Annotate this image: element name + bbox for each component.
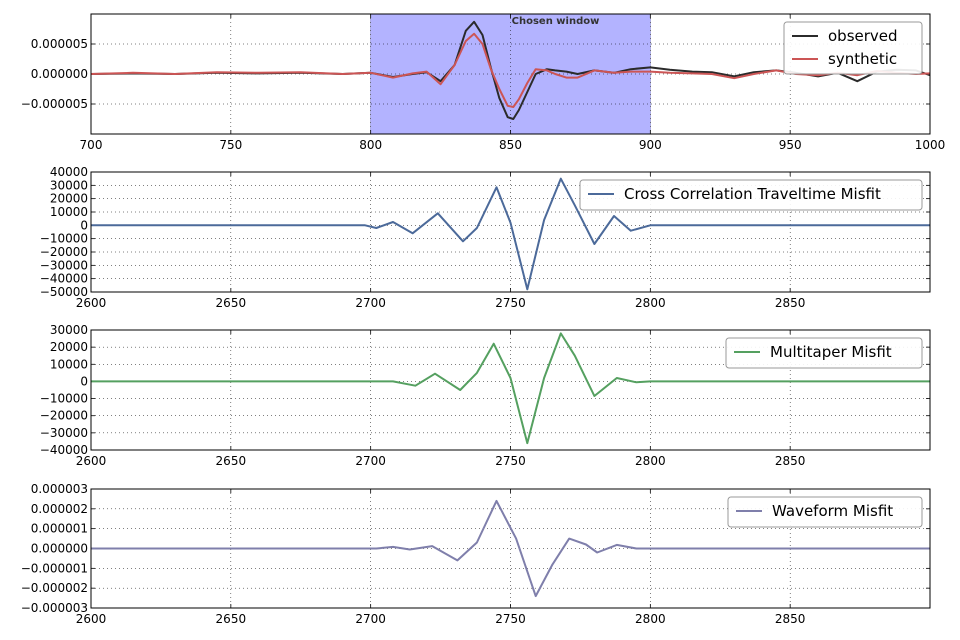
legend-label: observed xyxy=(828,27,898,45)
legend-label: Waveform Misfit xyxy=(772,502,893,520)
x-tick-label: 850 xyxy=(499,138,522,152)
y-tick-label: 0 xyxy=(80,374,88,388)
legend-box xyxy=(727,496,923,528)
x-tick-label: 2600 xyxy=(76,296,107,310)
y-tick-label: 30000 xyxy=(50,323,88,337)
axes-frame xyxy=(90,329,931,451)
x-tick-label: 2800 xyxy=(635,296,666,310)
x-tick-label: 2850 xyxy=(775,612,806,626)
y-tick-label: 20000 xyxy=(50,340,88,354)
series-line-1 xyxy=(91,332,930,445)
x-tick-label: 750 xyxy=(219,138,242,152)
y-tick-label: 0.000002 xyxy=(31,502,88,516)
x-tick-label: 2600 xyxy=(76,454,107,468)
axes-frame xyxy=(90,171,931,293)
x-tick-label: 2750 xyxy=(495,612,526,626)
y-tick-label: 0.000005 xyxy=(31,37,88,51)
y-tick-label: −30000 xyxy=(40,258,88,272)
y-tick-label: 40000 xyxy=(50,165,88,179)
x-tick-label: 2750 xyxy=(495,454,526,468)
x-tick-label: 2650 xyxy=(216,454,247,468)
x-tick-label: 2800 xyxy=(635,454,666,468)
y-tick-label: −40000 xyxy=(40,272,88,286)
x-tick-label: 2750 xyxy=(495,296,526,310)
legend-label: Multitaper Misfit xyxy=(770,343,892,361)
y-tick-label: 0.000003 xyxy=(31,482,88,496)
x-tick-label: 700 xyxy=(80,138,103,152)
x-tick-label: 2850 xyxy=(775,296,806,310)
x-tick-label: 900 xyxy=(639,138,662,152)
plot-panel-2: 2600 2650 2700 2750 2800 2850 −50000−40000−300… xyxy=(40,165,931,310)
series-line-1 xyxy=(91,177,930,291)
x-tick-label: 950 xyxy=(779,138,802,152)
y-tick-label: 10000 xyxy=(50,205,88,219)
x-tick-label: 2700 xyxy=(355,454,386,468)
legend-box xyxy=(725,337,923,369)
y-tick-label: −10000 xyxy=(40,392,88,406)
series-line-1 xyxy=(91,499,930,598)
x-tick-label: 2600 xyxy=(76,612,107,626)
legend-label: synthetic xyxy=(828,50,897,68)
x-tick-label: 800 xyxy=(359,138,382,152)
y-tick-label: −50000 xyxy=(40,285,88,299)
plot-panel-3: 2600 2650 2700 2750 2800 2850 −40000 −30000 −200… xyxy=(40,323,931,468)
x-tick-label: 1000 xyxy=(915,138,946,152)
y-tick-label: 0.000000 xyxy=(31,67,88,81)
axes-frame xyxy=(90,13,931,135)
x-tick-label: 2700 xyxy=(355,612,386,626)
y-tick-label: −0.000001 xyxy=(21,561,88,575)
y-tick-label: 0.000000 xyxy=(31,542,88,556)
x-tick-label: 2850 xyxy=(775,454,806,468)
y-tick-label: −30000 xyxy=(40,426,88,440)
x-tick-label: 2650 xyxy=(216,612,247,626)
chosen-window-label: Chosen window xyxy=(512,16,600,27)
plot-panel-1: Chosen window 700 750 800 850 900 950 1000 −0.00… xyxy=(21,13,946,152)
y-tick-label: 0.000001 xyxy=(31,522,88,536)
y-tick-label: −0.000002 xyxy=(21,581,88,595)
plot-panel-4: 2600 2650 2700 2750 2800 2850 −0.000003 −0.0000… xyxy=(21,482,931,626)
y-tick-label: −20000 xyxy=(40,245,88,259)
x-tick-label: 2800 xyxy=(635,612,666,626)
y-tick-label: −0.000003 xyxy=(21,601,88,615)
x-tick-label: 2650 xyxy=(216,296,247,310)
y-tick-label: 20000 xyxy=(50,192,88,206)
legend-box xyxy=(579,179,923,211)
x-tick-label: 2700 xyxy=(355,296,386,310)
y-tick-label: 10000 xyxy=(50,357,88,371)
y-tick-label: −0.000005 xyxy=(21,97,88,111)
legend-box xyxy=(783,21,923,75)
y-tick-label: −20000 xyxy=(40,409,88,423)
y-tick-label: −10000 xyxy=(40,232,88,246)
y-tick-label: 0 xyxy=(80,218,88,232)
y-tick-label: −40000 xyxy=(40,443,88,457)
axes-frame xyxy=(90,488,931,609)
legend-label: Cross Correlation Traveltime Misfit xyxy=(624,185,881,203)
y-tick-label: 30000 xyxy=(50,178,88,192)
